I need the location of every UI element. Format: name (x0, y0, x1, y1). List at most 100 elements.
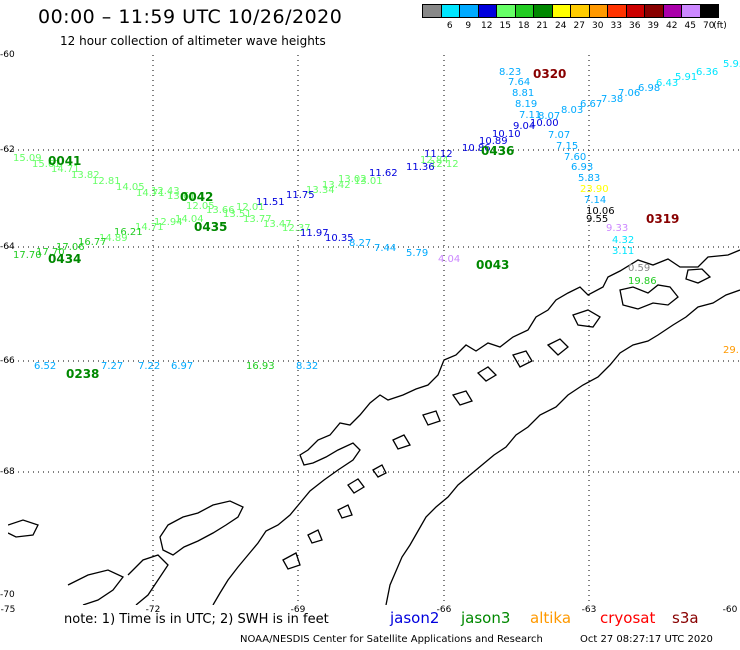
wave-height-reading: 6.36 (696, 67, 718, 78)
wave-height-reading: 19.86 (628, 276, 657, 287)
wave-height-reading: 12.43 (151, 186, 180, 197)
lat-label: -70 (0, 590, 15, 600)
legend-label: 39 (647, 21, 659, 31)
lat-label: -62 (0, 145, 15, 155)
track-id-label: 0435 (194, 220, 227, 234)
wave-height-reading: 9.04 (513, 121, 535, 132)
wave-height-reading: 17.06 (56, 242, 85, 253)
satellite-cryosat: cryosat (600, 609, 656, 627)
wave-height-reading: 12.05 (186, 201, 215, 212)
wave-height-reading: 14.71 (51, 164, 80, 175)
satellite-altika: altika (530, 609, 572, 627)
wave-height-reading: 13.66 (206, 205, 235, 216)
lon-label: -63 (581, 605, 597, 615)
wave-height-reading: 8.32 (296, 361, 318, 372)
legend-swatch (440, 4, 460, 18)
legend-label: 9 (465, 21, 472, 31)
wave-height-reading: 12.37 (282, 223, 311, 234)
wave-height-reading: 11.97 (300, 228, 329, 239)
wave-height-reading: 0.59 (628, 263, 650, 274)
track-id-label: 0043 (476, 258, 509, 272)
wave-height-reading: 13.34 (306, 185, 335, 196)
legend-swatch (477, 4, 497, 18)
credit-line: NOAA/NESDIS Center for Satellite Applica… (240, 634, 543, 645)
wave-height-reading: 13.77 (243, 214, 272, 225)
wave-height-reading: 8.07 (538, 111, 560, 122)
wave-height-reading: 8.19 (515, 99, 537, 110)
wave-height-reading: 7.07 (548, 130, 570, 141)
wave-height-reading: 7.64 (508, 77, 530, 88)
wave-height-reading: 9.33 (606, 223, 628, 234)
wave-height-reading: 15.61 (32, 159, 61, 170)
lon-label: -72 (145, 605, 161, 615)
wave-height-reading: 7.15 (556, 141, 578, 152)
track-id-label: 0320 (533, 67, 566, 81)
legend-label: 15 (499, 21, 511, 31)
footer-note: note: 1) Time is in UTC; 2) SWH is in fe… (64, 612, 329, 627)
wave-height-reading: 10.86 (462, 143, 491, 154)
legend-label: 33 (610, 21, 622, 31)
generation-timestamp: Oct 27 08:27:17 UTC 2020 (580, 634, 713, 645)
legend-label: 6 (446, 21, 453, 31)
coastline (8, 249, 740, 605)
wave-height-reading: 13.02 (338, 174, 367, 185)
legend-swatch (570, 4, 590, 18)
wave-height-legend: 6 9 12 15 18 21 24 27 30 33 36 39 42 45 70 (ft) (422, 4, 728, 34)
wave-height-reading: 8.81 (512, 88, 534, 99)
track-id-label: 0436 (481, 144, 514, 158)
wave-height-reading: 6.67 (580, 99, 602, 110)
wave-height-reading: 10.89 (479, 136, 508, 147)
legend-swatch (459, 4, 479, 18)
legend-swatch (533, 4, 553, 18)
wave-height-reading: 7.22 (138, 361, 160, 372)
wave-height-labels: 5.95 6.365.916.436.987.067.386.678.03 8.23… (13, 59, 740, 372)
wave-height-reading: 11.51 (256, 197, 285, 208)
legend-label: 18 (518, 21, 530, 31)
map-title: 00:00 – 11:59 UTC 10/26/2020 (38, 6, 343, 28)
lon-label: -69 (290, 605, 306, 615)
legend-label: 42 (666, 21, 678, 31)
legend-label: 36 (629, 21, 641, 31)
wave-height-reading: 7.44 (374, 243, 396, 254)
wave-height-reading: 12.01 (236, 202, 265, 213)
wave-height-reading: 7.06 (618, 88, 640, 99)
wave-height-reading: 10.35 (325, 233, 354, 244)
legend-label: 24 (555, 21, 567, 31)
wave-height-reading: 11.36 (406, 162, 435, 173)
legend-label: 21 (536, 21, 548, 31)
wave-height-reading: 6.98 (638, 83, 660, 94)
wave-height-reading: 4.32 (612, 235, 634, 246)
wave-height-reading: 8.23 (499, 67, 521, 78)
wave-height-reading: 11.12 (424, 149, 453, 160)
legend-swatch (699, 4, 719, 18)
wave-height-reading: 29. (723, 345, 739, 356)
lat-label: -66 (0, 356, 15, 366)
satellite-jason2: jason2 (390, 609, 440, 627)
wave-height-reading: 6.97 (171, 361, 193, 372)
wave-height-reading: 10.06 (586, 206, 615, 217)
legend-label: 27 (573, 21, 585, 31)
wave-height-reading: 11.62 (369, 168, 398, 179)
wave-height-reading: 5.83 (578, 173, 600, 184)
legend-swatch (514, 4, 534, 18)
legend-swatch (588, 4, 608, 18)
wave-height-reading: 6.52 (34, 361, 56, 372)
wave-height-reading: 14.71 (136, 188, 165, 199)
wave-height-reading: 12.81 (92, 176, 121, 187)
track-id-label: 0042 (180, 190, 213, 204)
wave-height-reading: 7.27 (101, 361, 123, 372)
wave-height-reading: 12.84 (420, 155, 449, 166)
legend-label: 12 (481, 21, 493, 31)
wave-height-reading: 3.11 (612, 246, 634, 257)
legend-swatch (551, 4, 571, 18)
wave-height-reading: 16.93 (246, 361, 275, 372)
wave-height-reading: 11.75 (286, 190, 315, 201)
wave-height-reading: 7.60 (564, 152, 586, 163)
map-subtitle: 12 hour collection of altimeter wave hei… (60, 34, 326, 48)
wave-height-reading: 16.21 (114, 227, 143, 238)
wave-height-reading: 5.79 (406, 248, 428, 259)
track-id-label: 0319 (646, 212, 679, 226)
legend-label: 45 (684, 21, 696, 31)
legend-swatch (662, 4, 682, 18)
